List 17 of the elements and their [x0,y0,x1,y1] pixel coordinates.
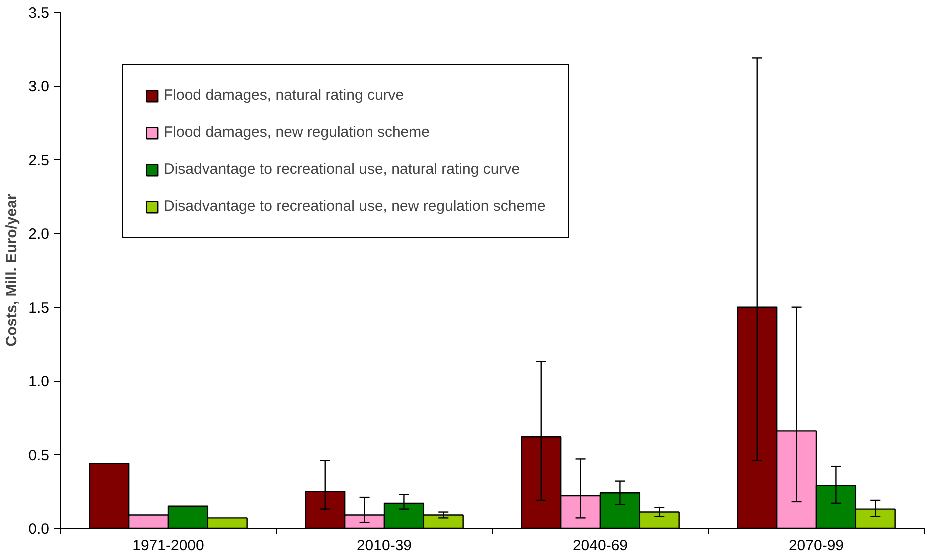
y-tick-label: 2.0 [28,226,50,244]
y-tick-label: 3.0 [28,78,50,96]
legend-label: Flood damages, new regulation scheme [164,124,430,141]
y-tick-label: 1.0 [28,374,50,391]
legend-label: Flood damages, natural rating curve [164,87,404,104]
x-tick-label: 2010-39 [356,538,412,553]
y-axis-title: Costs, Mill. Euro/year [4,194,21,347]
legend-label: Disadvantage to recreational use, new regulation scheme [164,198,546,215]
y-tick-label: 1.5 [28,300,50,317]
y-tick-label: 0.0 [28,521,50,538]
y-tick-label: 0.5 [28,447,50,464]
x-tick-label: 1971-2000 [132,538,204,553]
x-tick-label: 2040-69 [572,538,628,553]
legend-label: Disadvantage to recreational use, natural rating curve [164,161,520,178]
y-tick-label: 2.5 [28,152,50,170]
x-tick-label: 2070-99 [788,538,844,553]
y-tick-label: 3.5 [28,5,50,22]
